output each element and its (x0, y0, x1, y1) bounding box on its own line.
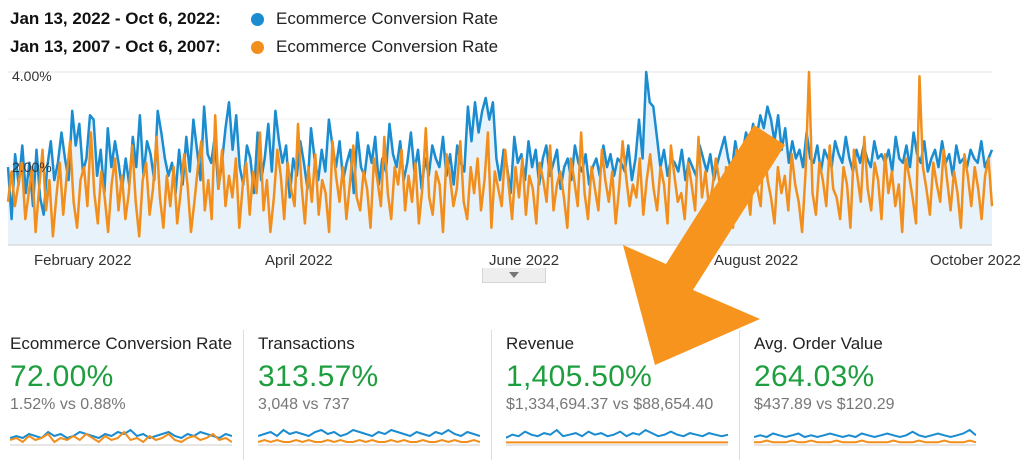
legend-metric-current: Ecommerce Conversion Rate (276, 9, 499, 28)
x-tick-label: October 2022 (930, 252, 1021, 269)
sparkline-previous (258, 438, 480, 444)
main-line-chart[interactable]: 4.00% 2.00% February 2022 April 2022 Jun… (0, 62, 1024, 272)
metric-title: Revenue (506, 334, 575, 353)
metric-change: 313.57% (258, 360, 379, 393)
previous-series-line (6, 70, 994, 238)
metric-sparkline (258, 428, 480, 446)
legend-range-previous: Jan 13, 2007 - Oct 6, 2007: (10, 37, 221, 56)
metric-card-avg-order-value[interactable]: Avg. Order Value 264.03% $437.89 vs $120… (754, 328, 979, 460)
sparkline-current (506, 428, 728, 439)
sparkline-current (754, 428, 976, 439)
sparkline-current (10, 428, 232, 440)
chevron-down-icon (509, 272, 519, 278)
legend-row-current: Jan 13, 2022 - Oct 6, 2022: Ecommerce Co… (10, 6, 498, 32)
metric-change: 264.03% (754, 360, 875, 393)
metric-compare: 3,048 vs 737 (258, 396, 350, 413)
metric-compare: 1.52% vs 0.88% (10, 396, 126, 413)
metric-sparkline (506, 428, 728, 446)
metric-card-revenue[interactable]: Revenue 1,405.50% $1,334,694.37 vs $88,6… (506, 328, 731, 460)
metric-card-transactions[interactable]: Transactions 313.57% 3,048 vs 737 (258, 328, 483, 460)
y-tick-label-top: 4.00% (12, 68, 52, 84)
metric-sparkline (754, 428, 976, 446)
legend-metric-previous: Ecommerce Conversion Rate (276, 37, 499, 56)
metric-title: Avg. Order Value (754, 334, 883, 353)
sparkline-previous (10, 430, 232, 444)
x-tick-label: June 2022 (489, 252, 559, 269)
metric-card-conversion-rate[interactable]: Ecommerce Conversion Rate 72.00% 1.52% v… (10, 328, 235, 460)
sparkline-current (258, 428, 480, 438)
x-tick-label: April 2022 (265, 252, 333, 269)
chart-collapse-handle[interactable] (482, 268, 546, 283)
legend-dot-orange (251, 40, 264, 54)
metric-title: Ecommerce Conversion Rate (10, 334, 233, 353)
legend-row-previous: Jan 13, 2007 - Oct 6, 2007: Ecommerce Co… (10, 34, 498, 60)
metric-divider (243, 330, 244, 460)
legend-dot-blue (251, 12, 264, 26)
metric-change: 1,405.50% (506, 360, 653, 393)
sparkline-previous (754, 439, 976, 444)
metric-change: 72.00% (10, 360, 114, 393)
metric-divider (491, 330, 492, 460)
metric-compare: $1,334,694.37 vs $88,654.40 (506, 396, 714, 413)
metric-compare: $437.89 vs $120.29 (754, 396, 895, 413)
x-tick-label: August 2022 (714, 252, 798, 269)
metric-sparkline (10, 428, 232, 446)
x-tick-label: February 2022 (34, 252, 132, 269)
metric-divider (739, 330, 740, 460)
legend-range-current: Jan 13, 2022 - Oct 6, 2022: (10, 9, 221, 28)
metric-title: Transactions (258, 334, 355, 353)
y-tick-label-mid: 2.00% (12, 159, 52, 175)
